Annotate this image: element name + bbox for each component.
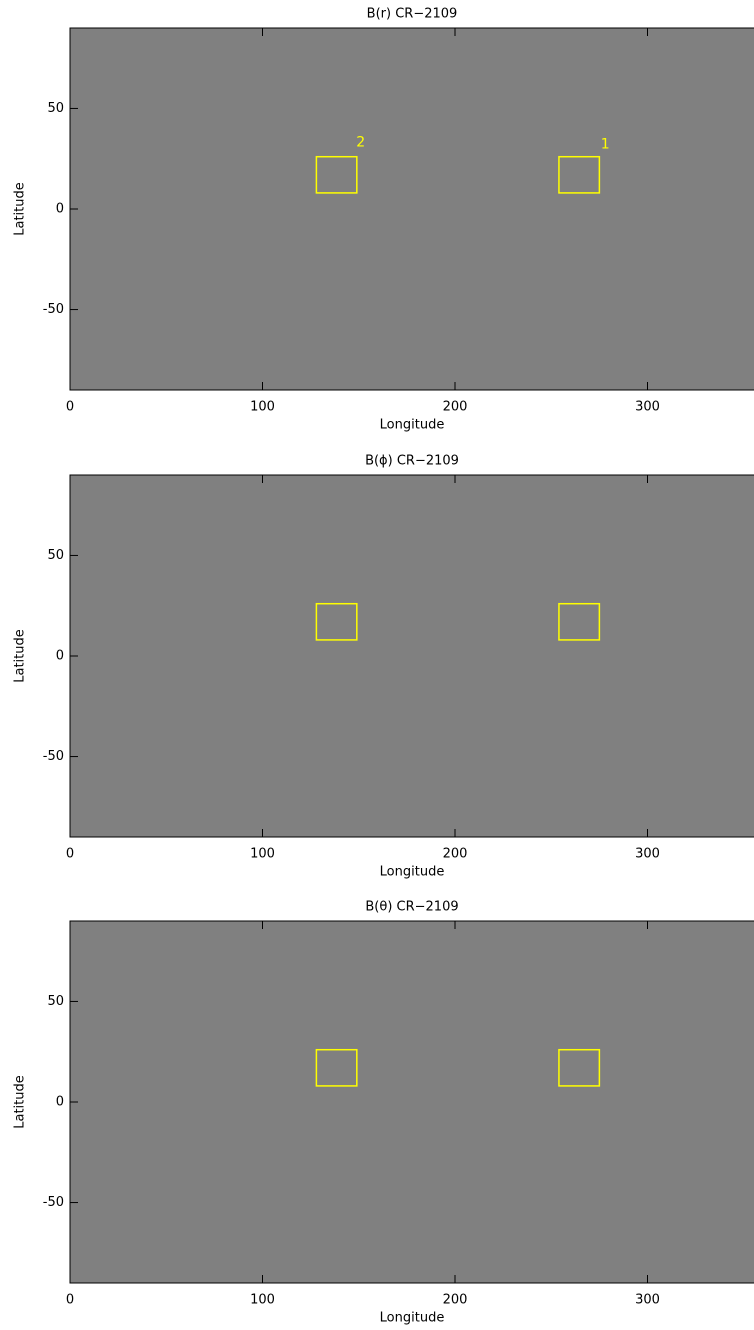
chart-title: B(ϕ) CR−2109 [365,454,459,469]
y-tick-label: -50 [43,749,64,764]
y-tick-label: 50 [47,994,64,1009]
y-tick-label: 50 [47,101,64,116]
y-tick-label: 0 [56,1095,64,1110]
x-tick-label: 200 [443,847,468,862]
x-tick-label: 100 [250,400,275,415]
y-tick-label: 50 [47,548,64,563]
x-tick-label: 300 [635,400,660,415]
region-label: 1 [601,137,610,153]
x-tick-label: 200 [443,400,468,415]
x-tick-label: 300 [635,1293,660,1308]
x-tick-label: 200 [443,1293,468,1308]
y-tick-label: -50 [43,1195,64,1210]
x-tick-label: 100 [250,847,275,862]
x-axis-label: Longitude [380,865,445,880]
x-tick-label: 100 [250,1293,275,1308]
magnetogram [69,474,754,838]
x-tick-label: 0 [66,400,74,415]
y-tick-label: 0 [56,202,64,217]
region-box [558,1048,601,1087]
y-axis-label: Latitude [13,1075,28,1129]
chart-title: B(r) CR−2109 [367,7,458,22]
region-box [558,602,601,641]
x-tick-label: 0 [66,1293,74,1308]
magnetogram [69,27,754,391]
y-tick-label: 0 [56,649,64,664]
region-box [315,602,358,641]
x-tick-label: 300 [635,847,660,862]
magnetogram [69,920,754,1284]
region-box [315,1048,358,1087]
chart-title: B(θ) CR−2109 [365,900,458,915]
x-axis-label: Longitude [380,1311,445,1326]
x-tick-label: 0 [66,847,74,862]
region-box [315,155,358,194]
region-label: 2 [356,135,365,151]
x-axis-label: Longitude [380,418,445,433]
y-tick-label: -50 [43,302,64,317]
region-box [558,155,601,194]
y-axis-label: Latitude [13,182,28,236]
y-axis-label: Latitude [13,629,28,683]
